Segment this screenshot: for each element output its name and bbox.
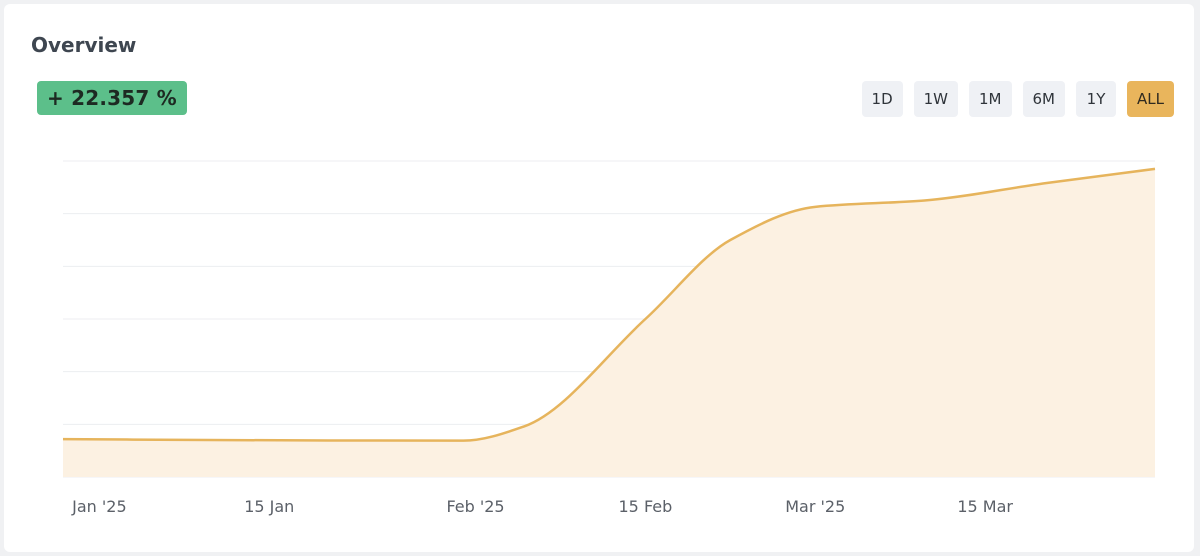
series-area [63, 168, 1155, 477]
x-tick-label: Feb '25 [446, 497, 504, 516]
x-tick-label: 15 Mar [957, 497, 1013, 516]
range-1d-button[interactable]: 1D [861, 81, 903, 117]
change-badge: + 22.357 % [37, 81, 187, 115]
time-range-selector: 1D 1W 1M 6M 1Y ALL [861, 81, 1174, 117]
range-6m-button[interactable]: 6M [1022, 81, 1066, 117]
x-tick-label: 15 Jan [244, 497, 294, 516]
range-1w-button[interactable]: 1W [913, 81, 959, 117]
x-axis: Jan '25 15 Jan Feb '25 15 Feb Mar '25 15 Mar [71, 497, 1013, 516]
overview-card: Overview + 22.357 % 1D 1W 1M 6M 1Y ALL J… [4, 4, 1194, 552]
card-title: Overview [31, 33, 137, 57]
x-tick-label: Jan '25 [71, 497, 127, 516]
area-chart: Jan '25 15 Jan Feb '25 15 Feb Mar '25 15 Mar [62, 160, 1156, 516]
range-all-button[interactable]: ALL [1127, 81, 1174, 117]
x-tick-label: 15 Feb [619, 497, 673, 516]
range-1y-button[interactable]: 1Y [1076, 81, 1117, 117]
x-tick-label: Mar '25 [785, 497, 845, 516]
range-1m-button[interactable]: 1M [969, 81, 1012, 117]
series-line [62, 167, 1156, 442]
